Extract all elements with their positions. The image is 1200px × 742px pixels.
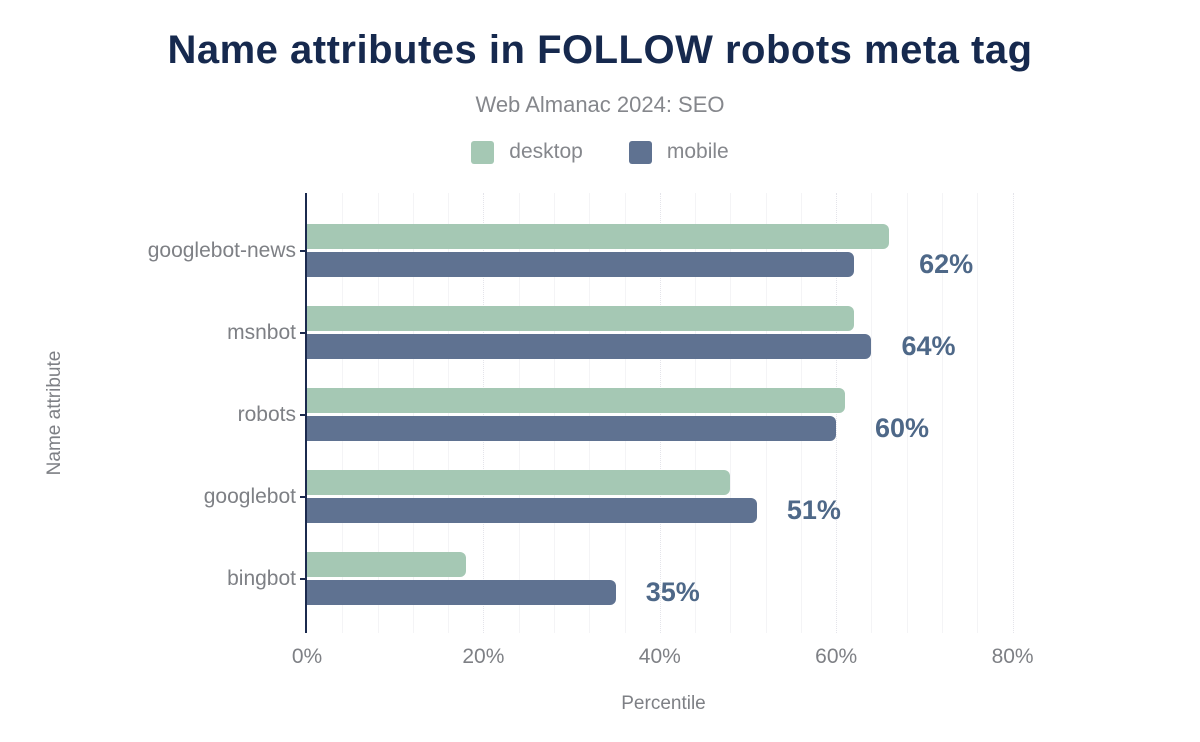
minor-gridline (342, 193, 344, 633)
category-axis: googlebot-news msnbot robots googlebot bingb… (0, 193, 296, 633)
bar-mobile-googlebot[interactable] (307, 498, 757, 523)
minor-gridline (518, 193, 520, 633)
bar-desktop-googlebot-news[interactable] (307, 224, 890, 249)
bar-desktop-robots[interactable] (307, 388, 846, 413)
legend-item-mobile[interactable]: mobile (628, 140, 729, 164)
minor-gridline (377, 193, 379, 633)
major-gridline (659, 193, 661, 633)
x-tick-40%: 40% (638, 645, 681, 668)
legend-label-mobile: mobile (666, 140, 729, 163)
legend-item-desktop[interactable]: desktop (471, 140, 583, 164)
minor-gridline (448, 193, 450, 633)
category-tick (300, 331, 305, 334)
minor-gridline (800, 193, 802, 633)
value-label-msnbot: 64% (901, 331, 956, 361)
bar-desktop-googlebot[interactable] (307, 470, 731, 495)
minor-gridline (695, 193, 697, 633)
category-tick (300, 413, 305, 416)
value-label-robots: 60% (875, 413, 930, 443)
bar-desktop-bingbot[interactable] (307, 552, 466, 577)
x-axis-ticks: 0% 20% 40% 60% 80% (292, 645, 1034, 671)
category-label-bingbot: bingbot (227, 566, 296, 590)
major-gridline (483, 193, 485, 633)
minor-gridline (412, 193, 414, 633)
x-tick-20%: 20% (462, 645, 505, 668)
x-tick-0%: 0% (291, 645, 323, 668)
category-label-msnbot: msnbot (227, 320, 296, 344)
category-tick (300, 495, 305, 498)
x-tick-80%: 80% (991, 645, 1034, 668)
minor-gridline (624, 193, 626, 633)
category-label-googlebot-news: googlebot-news (147, 238, 296, 262)
minor-gridline (871, 193, 873, 633)
minor-gridline (942, 193, 944, 633)
legend-label-desktop: desktop (509, 140, 583, 163)
bar-desktop-msnbot[interactable] (307, 306, 854, 331)
value-label-googlebot: 51% (786, 495, 841, 525)
y-axis-line (305, 193, 307, 633)
minor-gridline (730, 193, 732, 633)
minor-gridline (553, 193, 555, 633)
value-label-bingbot: 35% (645, 577, 700, 607)
bar-mobile-googlebot-news[interactable] (307, 252, 854, 277)
minor-gridline (765, 193, 767, 633)
minor-gridline (589, 193, 591, 633)
minor-gridline (906, 193, 908, 633)
chart-title: Name attributes in FOLLOW robots meta ta… (167, 28, 1033, 72)
bar-mobile-robots[interactable] (307, 416, 837, 441)
minor-gridline (977, 193, 979, 633)
category-tick (300, 577, 305, 580)
bar-mobile-bingbot[interactable] (307, 580, 616, 605)
major-gridline (1012, 193, 1014, 633)
desktop-swatch-icon (471, 140, 495, 164)
legend: desktop mobile (0, 140, 1200, 164)
major-gridline (836, 193, 838, 633)
category-tick (300, 249, 305, 252)
x-axis-title: Percentile (621, 693, 706, 714)
x-tick-60%: 60% (815, 645, 858, 668)
plot-area: 62% 64% 60% 51% 35% (300, 193, 1020, 633)
y-axis-title: Name attribute (44, 350, 65, 476)
value-label-googlebot-news: 62% (919, 249, 974, 279)
bar-mobile-msnbot[interactable] (307, 334, 872, 359)
chart-subtitle: Web Almanac 2024: SEO (475, 92, 725, 117)
category-label-robots: robots (237, 402, 296, 426)
category-label-googlebot: googlebot (203, 484, 296, 508)
mobile-swatch-icon (628, 140, 652, 164)
